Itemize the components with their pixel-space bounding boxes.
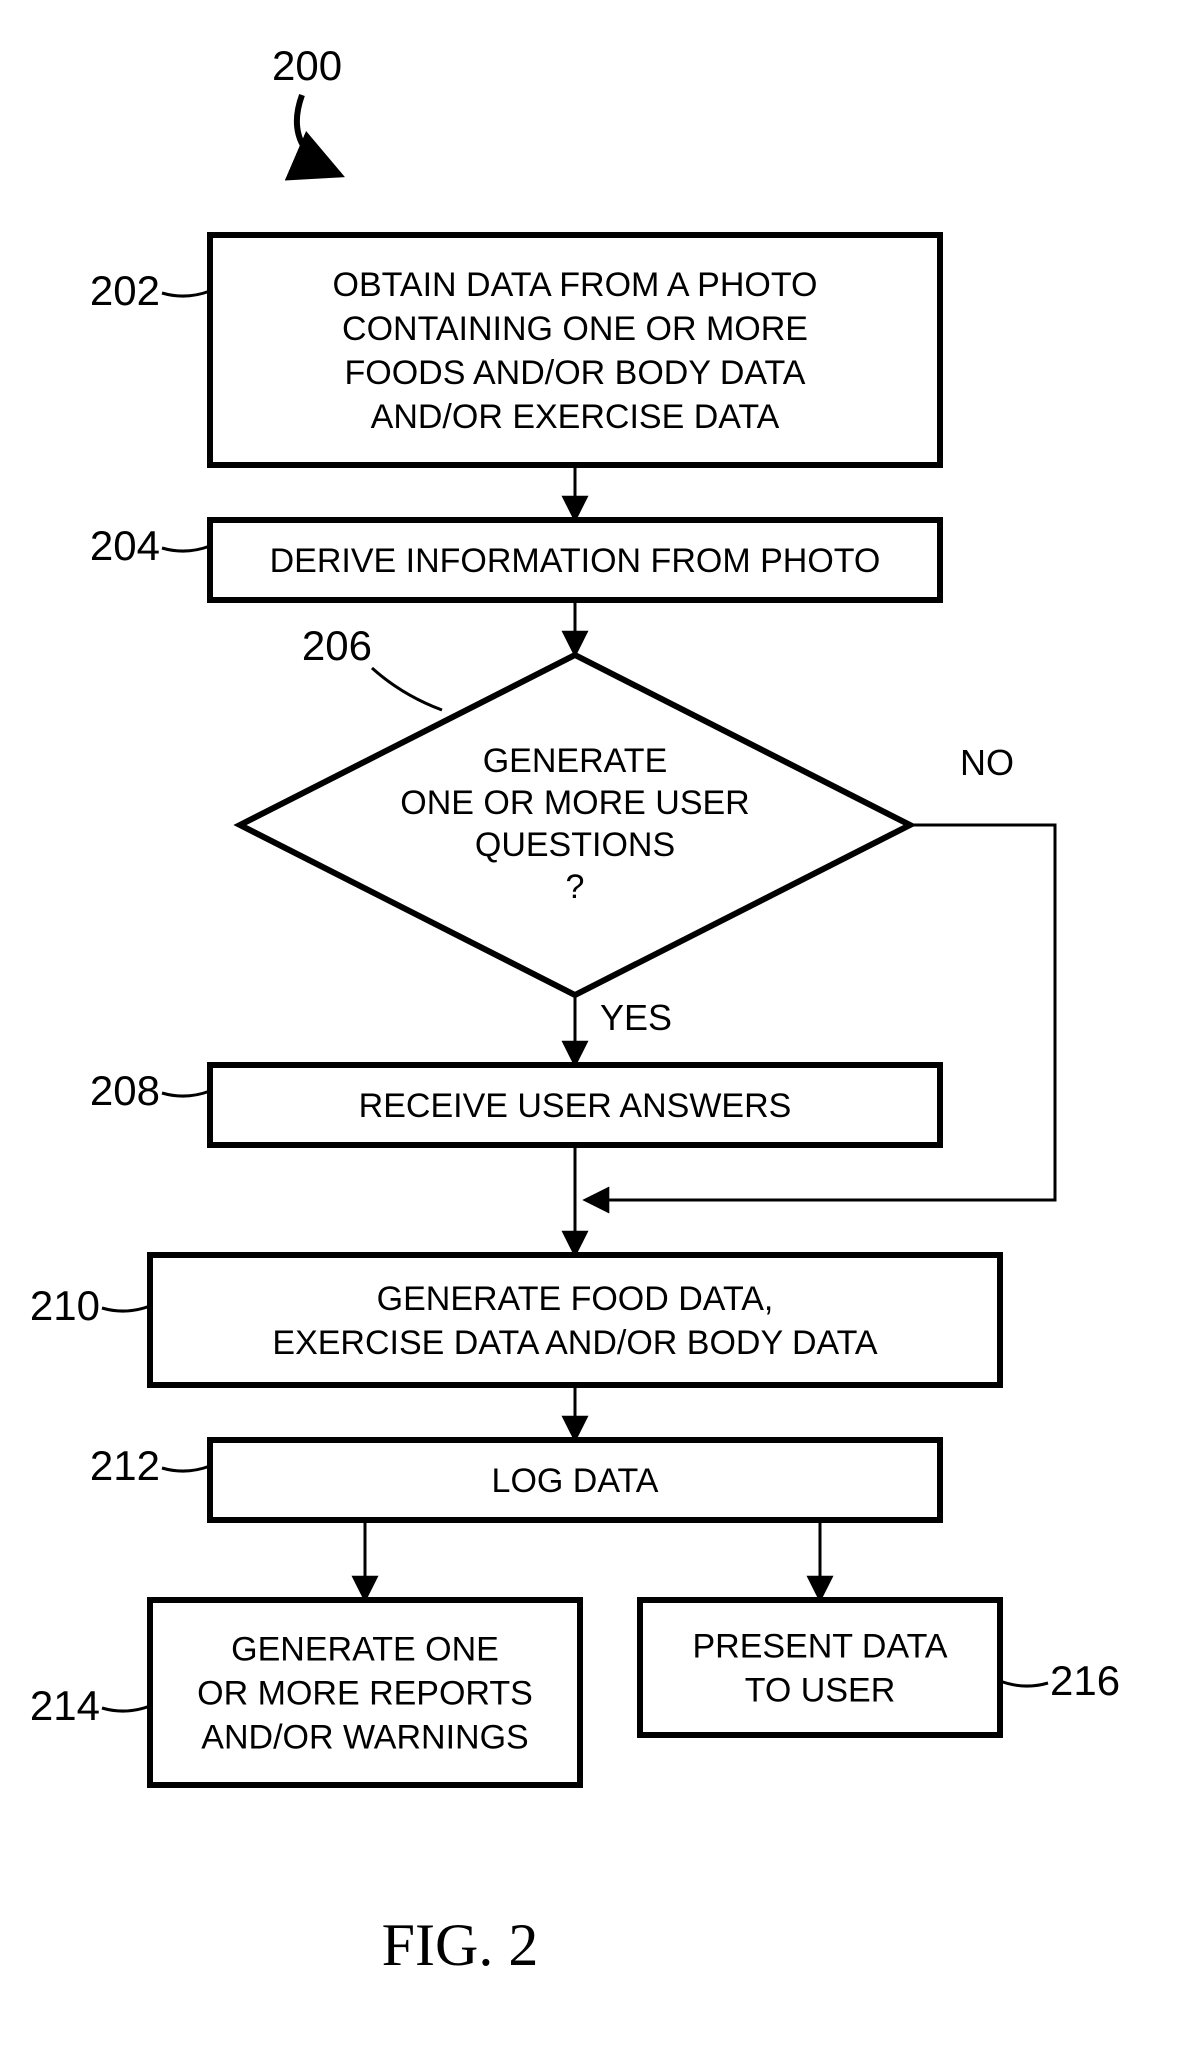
node-212-line-0: LOG DATA <box>492 1462 659 1500</box>
node-202-line-1: CONTAINING ONE OR MORE <box>342 310 808 348</box>
ref-216: 216 <box>1050 1657 1120 1704</box>
node-206-line-1: ONE OR MORE USER <box>400 784 749 822</box>
flowchart-canvas: 200 OBTAIN DATA FROM A PHOTO CONTAINING ON… <box>0 0 1197 2048</box>
node-204-line-0: DERIVE INFORMATION FROM PHOTO <box>270 542 881 580</box>
node-202-line-2: FOODS AND/OR BODY DATA <box>345 354 806 392</box>
node-214-line-0: GENERATE ONE <box>231 1631 499 1669</box>
node-216-line-1: TO USER <box>745 1672 896 1710</box>
node-214-line-2: AND/OR WARNINGS <box>201 1719 528 1757</box>
ref-214: 214 <box>30 1682 100 1729</box>
node-210-line-1: EXERCISE DATA AND/OR BODY DATA <box>272 1324 878 1362</box>
node-210-line-0: GENERATE FOOD DATA, <box>377 1280 774 1318</box>
node-202-line-3: AND/OR EXERCISE DATA <box>371 398 780 436</box>
figure-ref-200: 200 <box>272 42 342 89</box>
figure-caption: FIG. 2 <box>382 1912 539 1978</box>
node-202-line-0: OBTAIN DATA FROM A PHOTO <box>333 266 818 304</box>
node-214-line-1: OR MORE REPORTS <box>197 1675 533 1713</box>
edge-label-yes: YES <box>600 997 672 1038</box>
node-208-line-0: RECEIVE USER ANSWERS <box>359 1087 792 1125</box>
ref-212: 212 <box>90 1442 160 1489</box>
ref-210: 210 <box>30 1282 100 1329</box>
node-206-line-0: GENERATE <box>483 742 668 780</box>
node-206-line-3: ? <box>566 868 585 906</box>
ref-208: 208 <box>90 1067 160 1114</box>
node-216-line-0: PRESENT DATA <box>692 1628 947 1666</box>
ref-202: 202 <box>90 267 160 314</box>
ref-206: 206 <box>302 622 372 669</box>
ref-204: 204 <box>90 522 160 569</box>
node-206-line-2: QUESTIONS <box>475 826 675 864</box>
edge-label-no: NO <box>960 742 1014 783</box>
